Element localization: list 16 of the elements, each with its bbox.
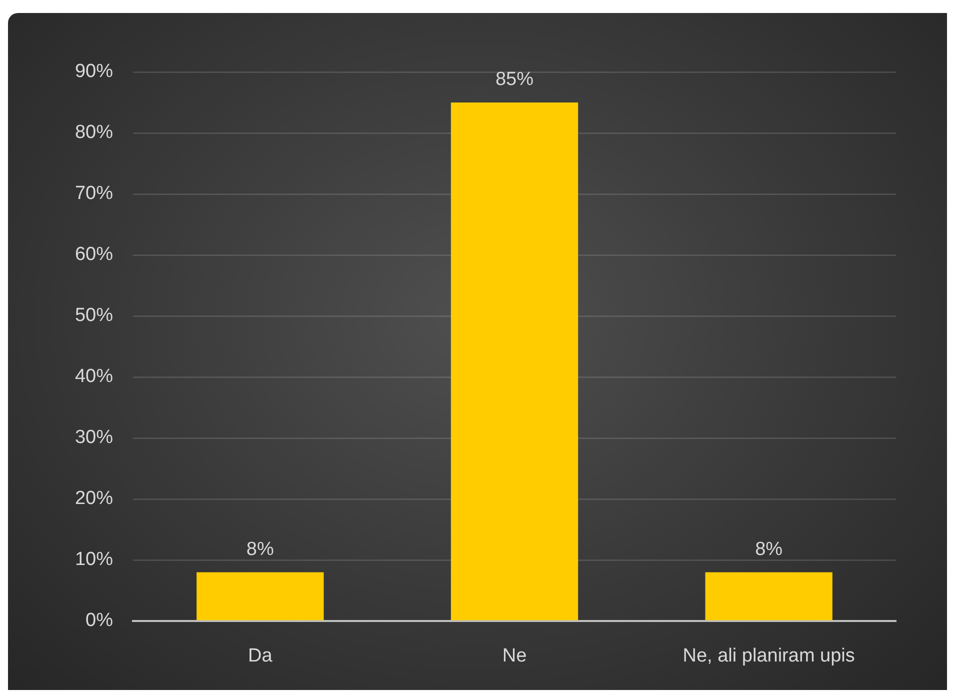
data-label: 85% — [495, 69, 534, 90]
y-tick-label: 70% — [74, 183, 114, 204]
data-label: 8% — [755, 538, 783, 560]
y-tick-label: 30% — [74, 427, 114, 448]
x-tick-label: Ne, ali planiram upis — [682, 646, 855, 667]
y-tick-label: 60% — [74, 244, 114, 266]
x-tick-label: Da — [248, 646, 273, 667]
y-tick-label: 40% — [74, 366, 114, 388]
y-tick-label: 50% — [74, 305, 114, 326]
x-tick-label: Ne — [502, 646, 527, 667]
y-tick-label: 10% — [74, 549, 114, 570]
data-label: 8% — [246, 538, 274, 560]
y-tick-label: 80% — [74, 122, 114, 144]
y-tick-label: 20% — [74, 488, 114, 510]
y-tick-label: 0% — [86, 610, 114, 632]
y-tick-label: 90% — [74, 61, 114, 82]
